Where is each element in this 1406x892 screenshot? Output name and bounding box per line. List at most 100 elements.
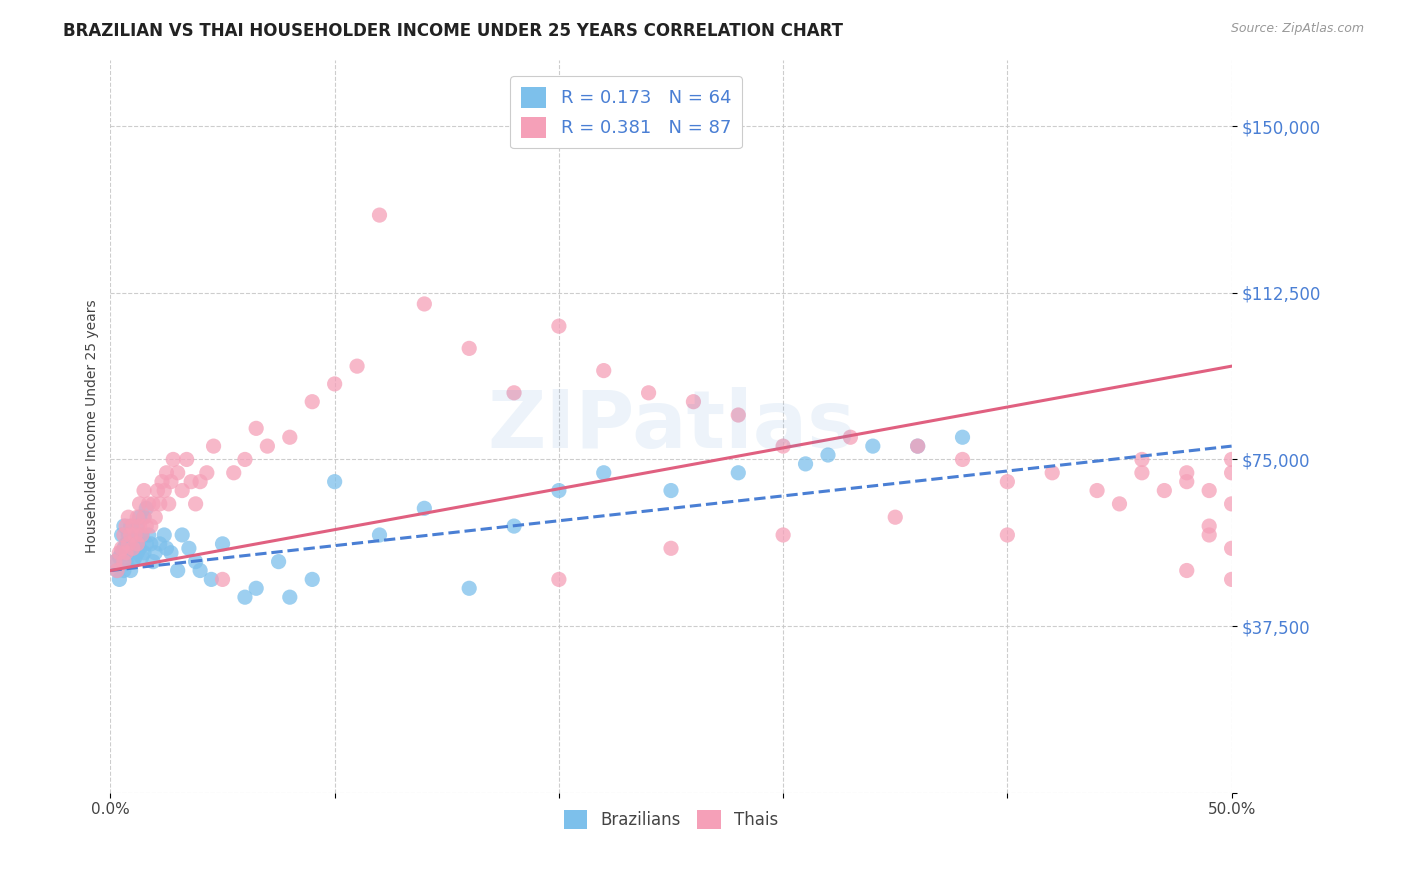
- Point: [1198, 528, 1220, 542]
- Legend: Brazilians, Thais: Brazilians, Thais: [557, 803, 785, 836]
- Point: [184, 497, 207, 511]
- Point: [111, 546, 134, 560]
- Point: [301, 573, 323, 587]
- Point: [108, 546, 131, 560]
- Point: [132, 483, 155, 498]
- Point: [184, 555, 207, 569]
- Point: [548, 573, 571, 587]
- Point: [121, 555, 143, 569]
- Point: [160, 475, 183, 489]
- Point: [659, 541, 682, 556]
- Point: [139, 537, 162, 551]
- Point: [200, 573, 222, 587]
- Point: [143, 510, 166, 524]
- Point: [995, 528, 1018, 542]
- Point: [817, 448, 839, 462]
- Point: [120, 564, 142, 578]
- Point: [115, 555, 138, 569]
- Point: [111, 541, 134, 556]
- Point: [138, 528, 160, 542]
- Point: [135, 501, 157, 516]
- Point: [128, 497, 150, 511]
- Point: [211, 537, 233, 551]
- Y-axis label: Householder Income Under 25 years: Householder Income Under 25 years: [86, 300, 100, 553]
- Point: [149, 497, 172, 511]
- Point: [503, 385, 526, 400]
- Point: [117, 528, 139, 542]
- Point: [117, 546, 139, 560]
- Point: [211, 573, 233, 587]
- Point: [127, 537, 149, 551]
- Point: [105, 564, 128, 578]
- Point: [132, 510, 155, 524]
- Point: [120, 528, 142, 542]
- Point: [131, 528, 153, 542]
- Point: [727, 466, 749, 480]
- Point: [132, 510, 155, 524]
- Point: [323, 376, 346, 391]
- Point: [142, 497, 165, 511]
- Point: [1220, 466, 1243, 480]
- Point: [160, 546, 183, 560]
- Point: [162, 452, 184, 467]
- Point: [153, 483, 176, 498]
- Point: [128, 541, 150, 556]
- Point: [143, 546, 166, 560]
- Point: [1175, 475, 1198, 489]
- Point: [1220, 497, 1243, 511]
- Point: [368, 208, 391, 222]
- Point: [150, 475, 173, 489]
- Point: [131, 528, 153, 542]
- Point: [907, 439, 929, 453]
- Point: [659, 483, 682, 498]
- Point: [128, 519, 150, 533]
- Point: [188, 475, 211, 489]
- Point: [592, 466, 614, 480]
- Point: [112, 564, 135, 578]
- Point: [794, 457, 817, 471]
- Point: [135, 537, 157, 551]
- Point: [149, 537, 172, 551]
- Point: [278, 590, 301, 604]
- Point: [115, 546, 138, 560]
- Point: [146, 483, 169, 498]
- Point: [188, 564, 211, 578]
- Point: [503, 519, 526, 533]
- Point: [115, 519, 138, 533]
- Point: [1198, 519, 1220, 533]
- Point: [153, 528, 176, 542]
- Point: [155, 466, 177, 480]
- Point: [1108, 497, 1130, 511]
- Point: [166, 564, 188, 578]
- Point: [592, 363, 614, 377]
- Point: [233, 590, 256, 604]
- Point: [166, 466, 188, 480]
- Point: [195, 466, 218, 480]
- Point: [1130, 452, 1153, 467]
- Point: [839, 430, 862, 444]
- Point: [124, 528, 146, 542]
- Point: [323, 475, 346, 489]
- Point: [124, 528, 146, 542]
- Point: [172, 528, 194, 542]
- Point: [727, 408, 749, 422]
- Text: ZIPatlas: ZIPatlas: [486, 387, 855, 465]
- Point: [108, 550, 131, 565]
- Point: [112, 541, 135, 556]
- Point: [256, 439, 278, 453]
- Point: [1198, 483, 1220, 498]
- Point: [952, 452, 974, 467]
- Point: [548, 319, 571, 334]
- Point: [233, 452, 256, 467]
- Point: [637, 385, 659, 400]
- Point: [346, 359, 368, 373]
- Point: [907, 439, 929, 453]
- Point: [157, 497, 180, 511]
- Point: [862, 439, 884, 453]
- Point: [884, 510, 907, 524]
- Point: [172, 483, 194, 498]
- Point: [115, 537, 138, 551]
- Point: [108, 573, 131, 587]
- Point: [458, 342, 481, 356]
- Point: [458, 582, 481, 596]
